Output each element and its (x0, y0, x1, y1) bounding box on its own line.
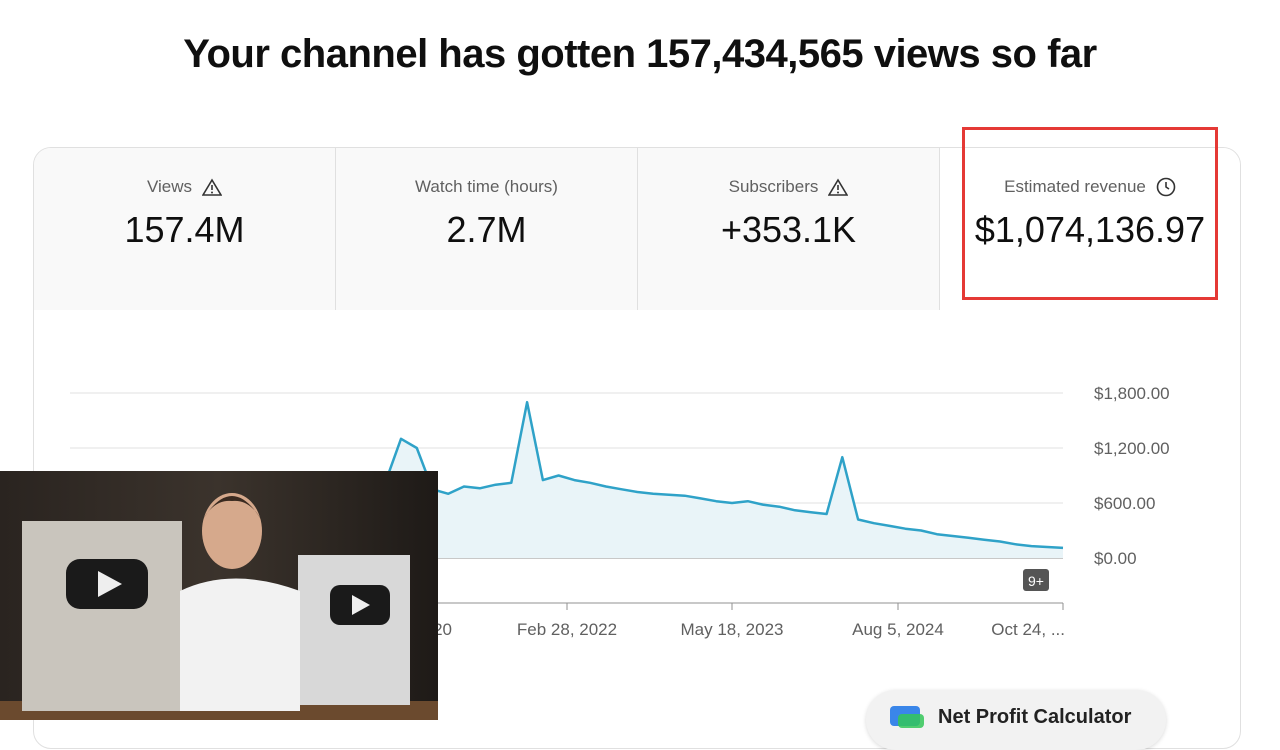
metric-card[interactable]: Estimated revenue $1,074,136.97 (940, 148, 1240, 310)
analytics-panel: Views 157.4M Watch time (hours) 2.7M Sub… (33, 147, 1241, 749)
metric-value: 157.4M (124, 209, 245, 250)
y-tick-label: $1,200.00 (1094, 439, 1170, 458)
metric-card[interactable]: Subscribers +353.1K (638, 148, 940, 310)
metric-label: Watch time (hours) (415, 177, 558, 196)
webcam-photo (0, 471, 438, 720)
y-tick-label: $0.00 (1094, 549, 1137, 568)
net-profit-button[interactable]: Net Profit Calculator (866, 690, 1166, 750)
badge: 9+ (1028, 573, 1044, 589)
warning-icon (202, 178, 223, 196)
metric-label: Views (146, 177, 193, 196)
badge-bg (1023, 569, 1049, 591)
metric-label: Subscribers (728, 177, 819, 196)
clock-icon (1156, 177, 1176, 197)
metric-label: Estimated revenue (1004, 177, 1146, 196)
y-tick-label: $1,800.00 (1094, 384, 1170, 403)
x-tick-label: Feb 28, 2022 (517, 620, 617, 639)
y-tick-label: $600.00 (1094, 494, 1155, 513)
highlight-box (962, 127, 1218, 300)
metric-value: 2.7M (446, 209, 527, 250)
metric-card[interactable]: Watch time (hours) 2.7M (336, 148, 638, 310)
button-label[interactable]: Net Profit Calculator (938, 706, 1132, 728)
x-tick-label: Aug 5, 2024 (852, 620, 944, 639)
page: {"header": {"title": "Your channel has g… (0, 32, 1241, 750)
metric-value: +353.1K (720, 209, 857, 250)
metric-value: $1,074,136.97 (974, 209, 1206, 250)
photo-illustration (0, 493, 438, 720)
metric-card[interactable]: Views 157.4M (34, 148, 336, 310)
page-title: Your channel has gotten 157,434,565 view… (183, 32, 1097, 76)
nex-logo (890, 706, 924, 728)
warning-icon (828, 178, 849, 196)
x-tick-label: Oct 24, ... (991, 620, 1065, 639)
x-tick-label: May 18, 2023 (680, 620, 783, 639)
